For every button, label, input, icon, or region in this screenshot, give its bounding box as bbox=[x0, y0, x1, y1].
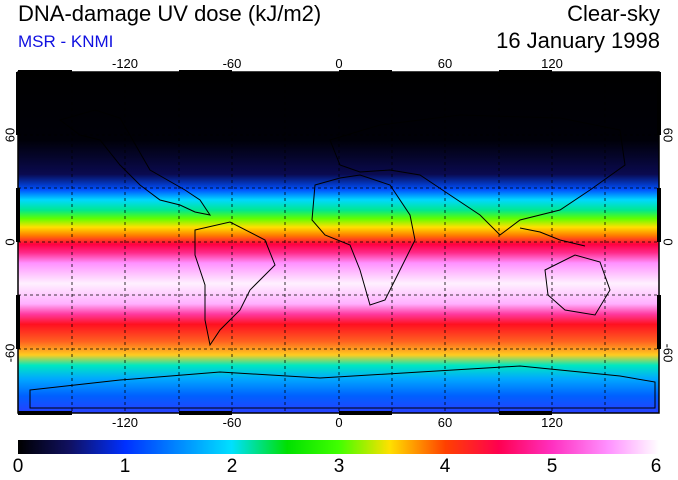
lat-label-right: -60 bbox=[660, 343, 676, 363]
colorbar-tick-label: 2 bbox=[226, 456, 238, 477]
graticule bbox=[18, 72, 659, 413]
maritime-continent-outline bbox=[519, 227, 586, 247]
lon-label-bottom: 60 bbox=[437, 415, 453, 430]
colorbar-tick-label: 6 bbox=[650, 456, 662, 477]
lat-label-right: 0 bbox=[660, 238, 676, 246]
colorbar-tick-label: 3 bbox=[333, 456, 345, 477]
colorbar-tick-label: 1 bbox=[119, 456, 131, 477]
lon-label-top: 0 bbox=[335, 56, 343, 71]
map-title: DNA-damage UV dose (kJ/m2) bbox=[18, 1, 322, 26]
lat-label-right: 60 bbox=[660, 127, 676, 143]
lat-label-left: 0 bbox=[2, 238, 18, 246]
north-america-outline bbox=[58, 109, 212, 216]
lon-label-top: -60 bbox=[222, 56, 242, 71]
lon-label-bottom: -120 bbox=[111, 415, 139, 430]
sky-condition-label: Clear-sky bbox=[567, 1, 660, 26]
lon-label-top: 120 bbox=[541, 56, 563, 71]
africa-outline bbox=[311, 174, 416, 306]
eurasia-outline bbox=[329, 114, 626, 236]
uv-dose-field bbox=[18, 72, 659, 413]
lat-label-left: -60 bbox=[2, 343, 18, 363]
lon-label-bottom: 120 bbox=[541, 415, 563, 430]
colorbar-tick-label: 0 bbox=[12, 456, 24, 477]
map-frame bbox=[17, 71, 660, 414]
lon-label-top: -120 bbox=[111, 56, 139, 71]
frame-ticks bbox=[16, 70, 661, 415]
lon-label-bottom: 0 bbox=[335, 415, 343, 430]
date-label: 16 January 1998 bbox=[496, 28, 660, 53]
australia-outline bbox=[544, 254, 611, 316]
colorbar-tick-label: 4 bbox=[439, 456, 451, 477]
lat-label-left: 60 bbox=[2, 127, 18, 143]
source-label: MSR - KNMI bbox=[18, 32, 114, 51]
lon-label-bottom: -60 bbox=[222, 415, 242, 430]
lon-label-top: 60 bbox=[437, 56, 453, 71]
colorbar-tick-label: 5 bbox=[546, 456, 558, 477]
antarctica-outline bbox=[29, 365, 656, 409]
south-america-outline bbox=[194, 221, 276, 347]
coastlines bbox=[29, 109, 656, 409]
colorbar bbox=[18, 440, 659, 454]
